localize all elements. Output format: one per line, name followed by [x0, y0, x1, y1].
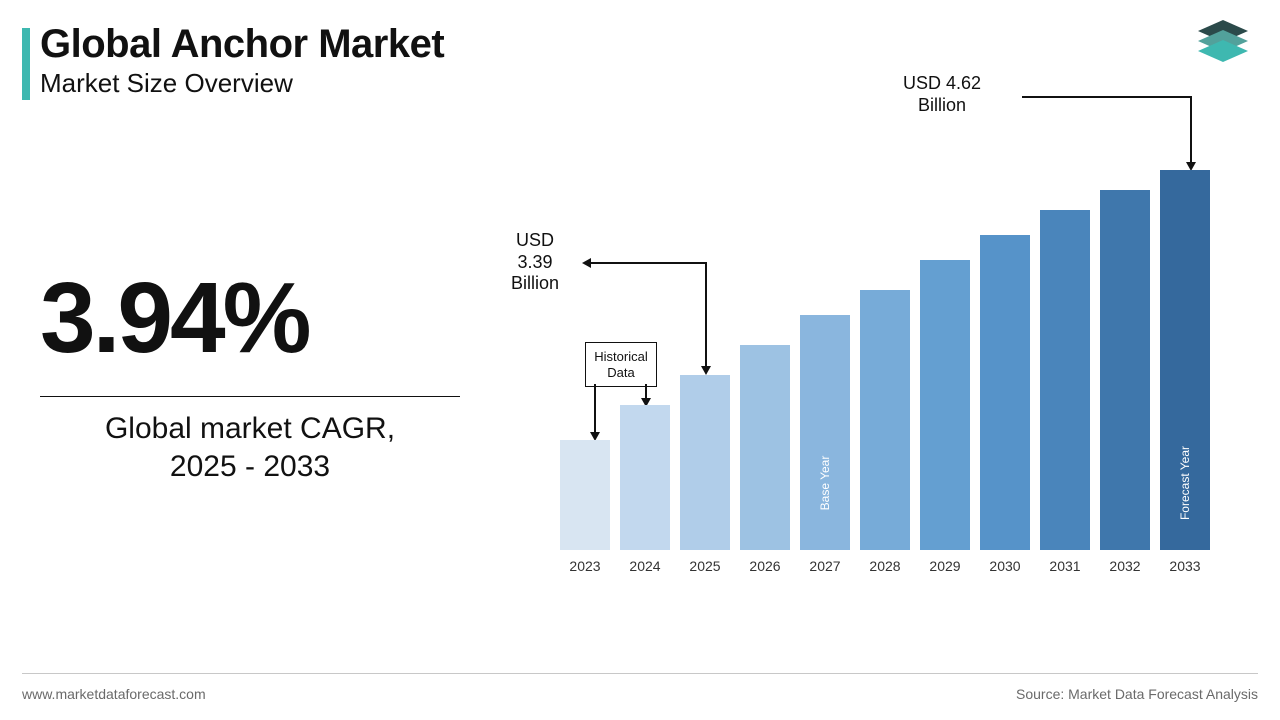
bar-2031: 2031 — [1040, 210, 1090, 550]
bar-2025: 2025 — [680, 375, 730, 550]
bar-fill — [1100, 190, 1150, 550]
bar-2024: 2024 — [620, 405, 670, 550]
arrow-end-v — [1190, 96, 1192, 162]
bar-fill — [680, 375, 730, 550]
bar-fill — [1040, 210, 1090, 550]
accent-bar — [22, 28, 30, 100]
bar-overlay-label: Forecast Year — [1178, 446, 1192, 520]
bar-year-label: 2029 — [929, 558, 960, 574]
page-subtitle: Market Size Overview — [40, 68, 293, 99]
bar-fill — [980, 235, 1030, 550]
bar-year-label: 2024 — [629, 558, 660, 574]
cagr-divider — [40, 396, 460, 397]
bar-overlay-label: Base Year — [818, 456, 832, 511]
bar-year-label: 2028 — [869, 558, 900, 574]
page-title: Global Anchor Market — [40, 22, 444, 67]
callout-end-line2: Billion — [918, 95, 966, 115]
bar-2023: 2023 — [560, 440, 610, 550]
bar-2026: 2026 — [740, 345, 790, 550]
bar-fill — [740, 345, 790, 550]
bar-year-label: 2030 — [989, 558, 1020, 574]
bar-year-label: 2031 — [1049, 558, 1080, 574]
bar-fill — [560, 440, 610, 550]
bar-fill — [860, 290, 910, 550]
callout-end-value: USD 4.62 Billion — [862, 73, 1022, 116]
bar-fill — [800, 315, 850, 550]
bar-2028: 2028 — [860, 290, 910, 550]
bar-2032: 2032 — [1100, 190, 1150, 550]
cagr-label: Global market CAGR,2025 - 2033 — [40, 410, 460, 485]
bar-year-label: 2025 — [689, 558, 720, 574]
bar-container: 20232024202520262027Base Year20282029203… — [560, 170, 1240, 550]
bar-year-label: 2032 — [1109, 558, 1140, 574]
footer-divider — [22, 673, 1258, 674]
footer-url: www.marketdataforecast.com — [22, 686, 206, 702]
callout-start-line3: Billion — [511, 273, 559, 293]
market-bar-chart: 20232024202520262027Base Year20282029203… — [560, 170, 1240, 610]
bar-2033: 2033Forecast Year — [1160, 170, 1210, 550]
callout-end-line1: USD 4.62 — [903, 73, 981, 93]
cagr-value: 3.94% — [40, 268, 309, 368]
bar-2029: 2029 — [920, 260, 970, 550]
bar-fill — [620, 405, 670, 550]
callout-start-line2: 3.39 — [517, 252, 552, 272]
bar-fill — [920, 260, 970, 550]
cagr-label-text: Global market CAGR,2025 - 2033 — [105, 412, 395, 483]
footer-source: Source: Market Data Forecast Analysis — [1016, 686, 1258, 702]
page: Global Anchor Market Market Size Overvie… — [0, 0, 1280, 720]
bar-year-label: 2033 — [1169, 558, 1200, 574]
bar-year-label: 2026 — [749, 558, 780, 574]
arrow-end-h — [1022, 96, 1192, 98]
bar-year-label: 2027 — [809, 558, 840, 574]
bar-2030: 2030 — [980, 235, 1030, 550]
bar-year-label: 2023 — [569, 558, 600, 574]
brand-logo-icon — [1194, 20, 1252, 78]
callout-start-line1: USD — [516, 230, 554, 250]
bar-2027: 2027Base Year — [800, 315, 850, 550]
